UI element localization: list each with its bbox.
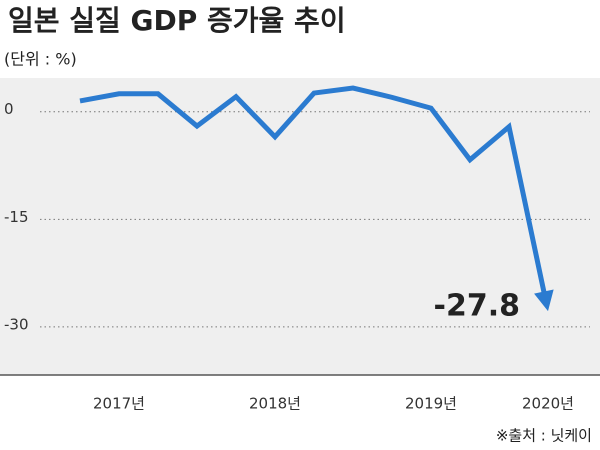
arrowhead <box>534 289 554 312</box>
chart-title: 일본 실질 GDP 증가율 추이 <box>8 4 346 37</box>
plot-background <box>0 78 600 375</box>
source: ※출처 : 닛케이 <box>496 427 592 445</box>
data-line <box>79 85 548 298</box>
y-tick-label: 0 <box>4 100 14 118</box>
chart-subtitle: (단위 : %) <box>4 50 77 69</box>
y-tick-label: -15 <box>4 208 29 226</box>
x-tick-label: 2017년 <box>93 395 145 413</box>
data-label: -27.8 <box>434 289 520 324</box>
x-tick-label: 2019년 <box>405 395 457 413</box>
x-tick-label: 2018년 <box>249 395 301 413</box>
y-tick-label: -30 <box>4 315 29 333</box>
x-tick-label: 2020년 <box>522 395 574 413</box>
